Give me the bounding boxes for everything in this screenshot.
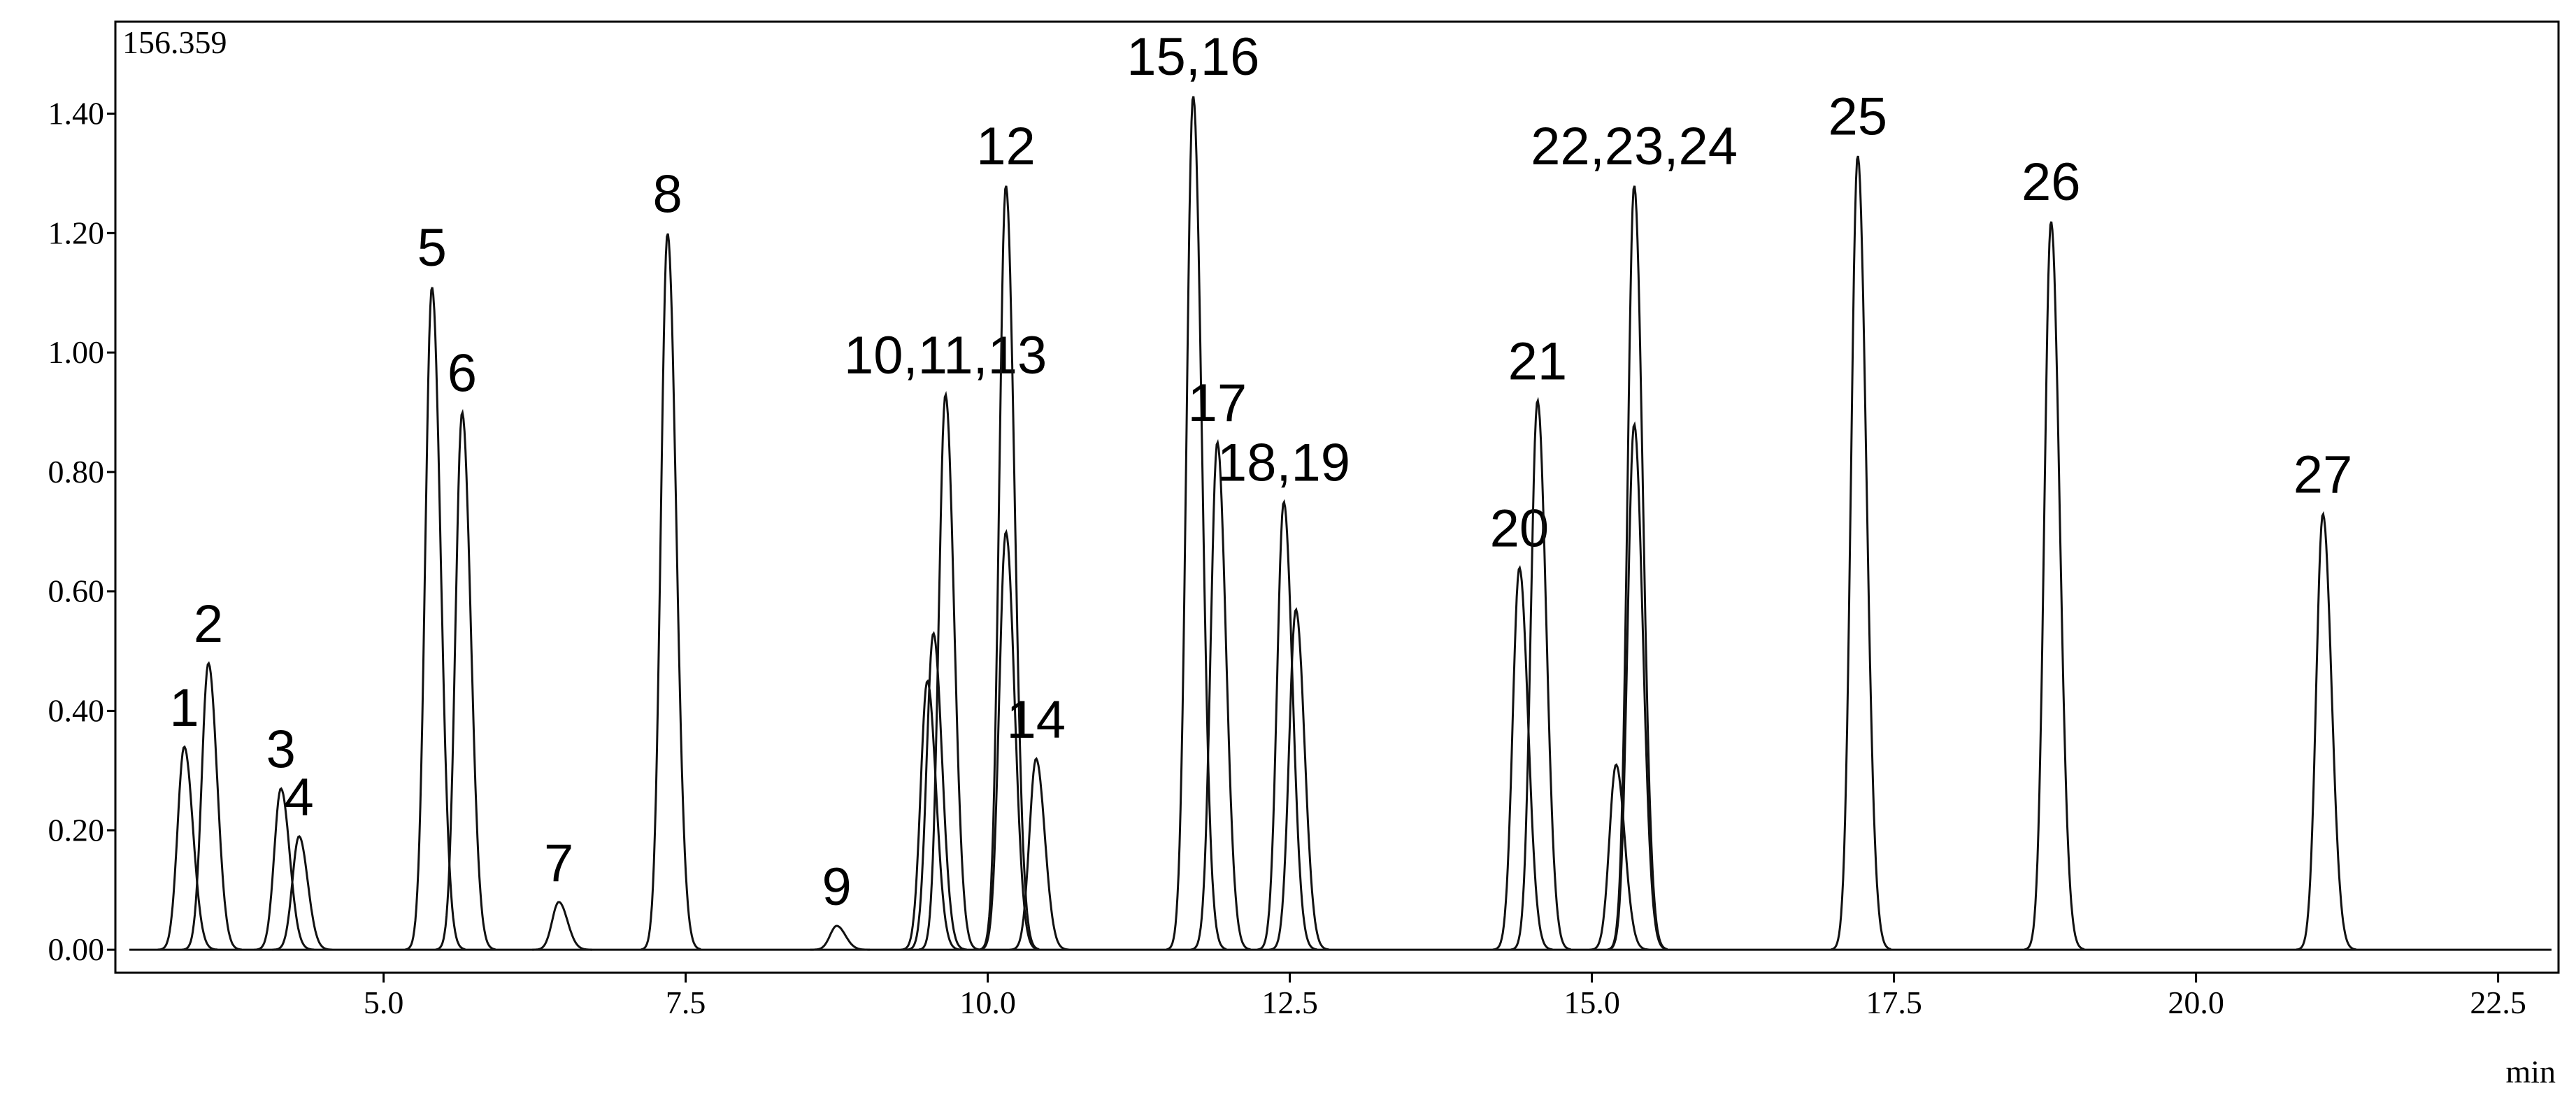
peak-label: 21	[1508, 331, 1568, 391]
peak-label: 3	[266, 720, 296, 780]
peak	[181, 661, 242, 951]
peak-label: 18,19	[1217, 434, 1350, 493]
peak	[979, 185, 1040, 951]
peak	[641, 233, 701, 951]
minor-peak	[906, 631, 967, 951]
peak-label: 26	[2022, 152, 2081, 212]
peak-label: 27	[2294, 445, 2353, 505]
x-tick-label: 7.5	[666, 985, 706, 1020]
y-tick-label: 0.80	[48, 454, 105, 490]
peak	[2024, 221, 2085, 951]
peak-label: 5	[417, 218, 447, 278]
peak	[2296, 510, 2356, 951]
peak	[435, 408, 496, 951]
peak-label: 20	[1490, 499, 1550, 559]
x-tick-label: 12.5	[1261, 985, 1318, 1020]
peak	[157, 745, 218, 951]
peak-label: 22,23,24	[1531, 117, 1738, 176]
peak-label: 6	[448, 344, 477, 403]
peak-label: 7	[544, 834, 573, 893]
peak-label: 15,16	[1126, 27, 1259, 87]
y-tick-label: 1.20	[48, 215, 105, 250]
peak	[810, 924, 871, 951]
peak	[918, 391, 979, 951]
minor-peak	[1269, 607, 1329, 951]
header-value: 156.359	[122, 24, 227, 60]
minor-peak	[1607, 421, 1668, 951]
minor-peak	[1589, 763, 1650, 951]
peak-label: 10,11,13	[844, 326, 1047, 385]
peak	[1831, 155, 1891, 951]
y-tick-label: 1.00	[48, 334, 105, 370]
peak-label: 17	[1188, 373, 1247, 433]
peak-label: 14	[1006, 690, 1066, 750]
y-tick-label: 0.60	[48, 573, 105, 609]
peak-label: 12	[976, 117, 1036, 176]
minor-peak	[979, 529, 1040, 951]
peak	[1607, 185, 1668, 951]
peak-label: 1	[169, 678, 199, 738]
x-tick-label: 15.0	[1564, 985, 1620, 1020]
minor-peak	[901, 679, 961, 951]
x-tick-label: 20.0	[2168, 985, 2224, 1020]
peak	[405, 287, 466, 951]
peak	[1257, 499, 1317, 951]
y-tick-label: 0.00	[48, 931, 105, 967]
y-tick-label: 1.40	[48, 96, 105, 131]
x-tick-label: 10.0	[959, 985, 1016, 1020]
x-tick-label: 17.5	[1866, 985, 1922, 1020]
peak-label: 25	[1828, 87, 1887, 146]
peak	[272, 835, 333, 951]
peak	[1166, 96, 1227, 951]
peak	[1009, 757, 1070, 951]
peak-label: 8	[653, 164, 682, 224]
x-tick-label: 5.0	[364, 985, 404, 1020]
peak	[532, 901, 592, 951]
peak	[1190, 438, 1251, 951]
peak-label: 2	[194, 594, 223, 654]
y-tick-label: 0.40	[48, 693, 105, 729]
x-tick-label: 22.5	[2470, 985, 2526, 1020]
plot-frame	[114, 20, 2560, 974]
peak	[1492, 565, 1553, 951]
peak-label: 9	[822, 857, 851, 917]
peak	[254, 787, 315, 951]
x-axis-label: min	[2505, 1054, 2556, 1090]
peak	[1510, 397, 1571, 951]
peak-label: 4	[285, 768, 314, 827]
y-tick-label: 0.20	[48, 812, 105, 848]
